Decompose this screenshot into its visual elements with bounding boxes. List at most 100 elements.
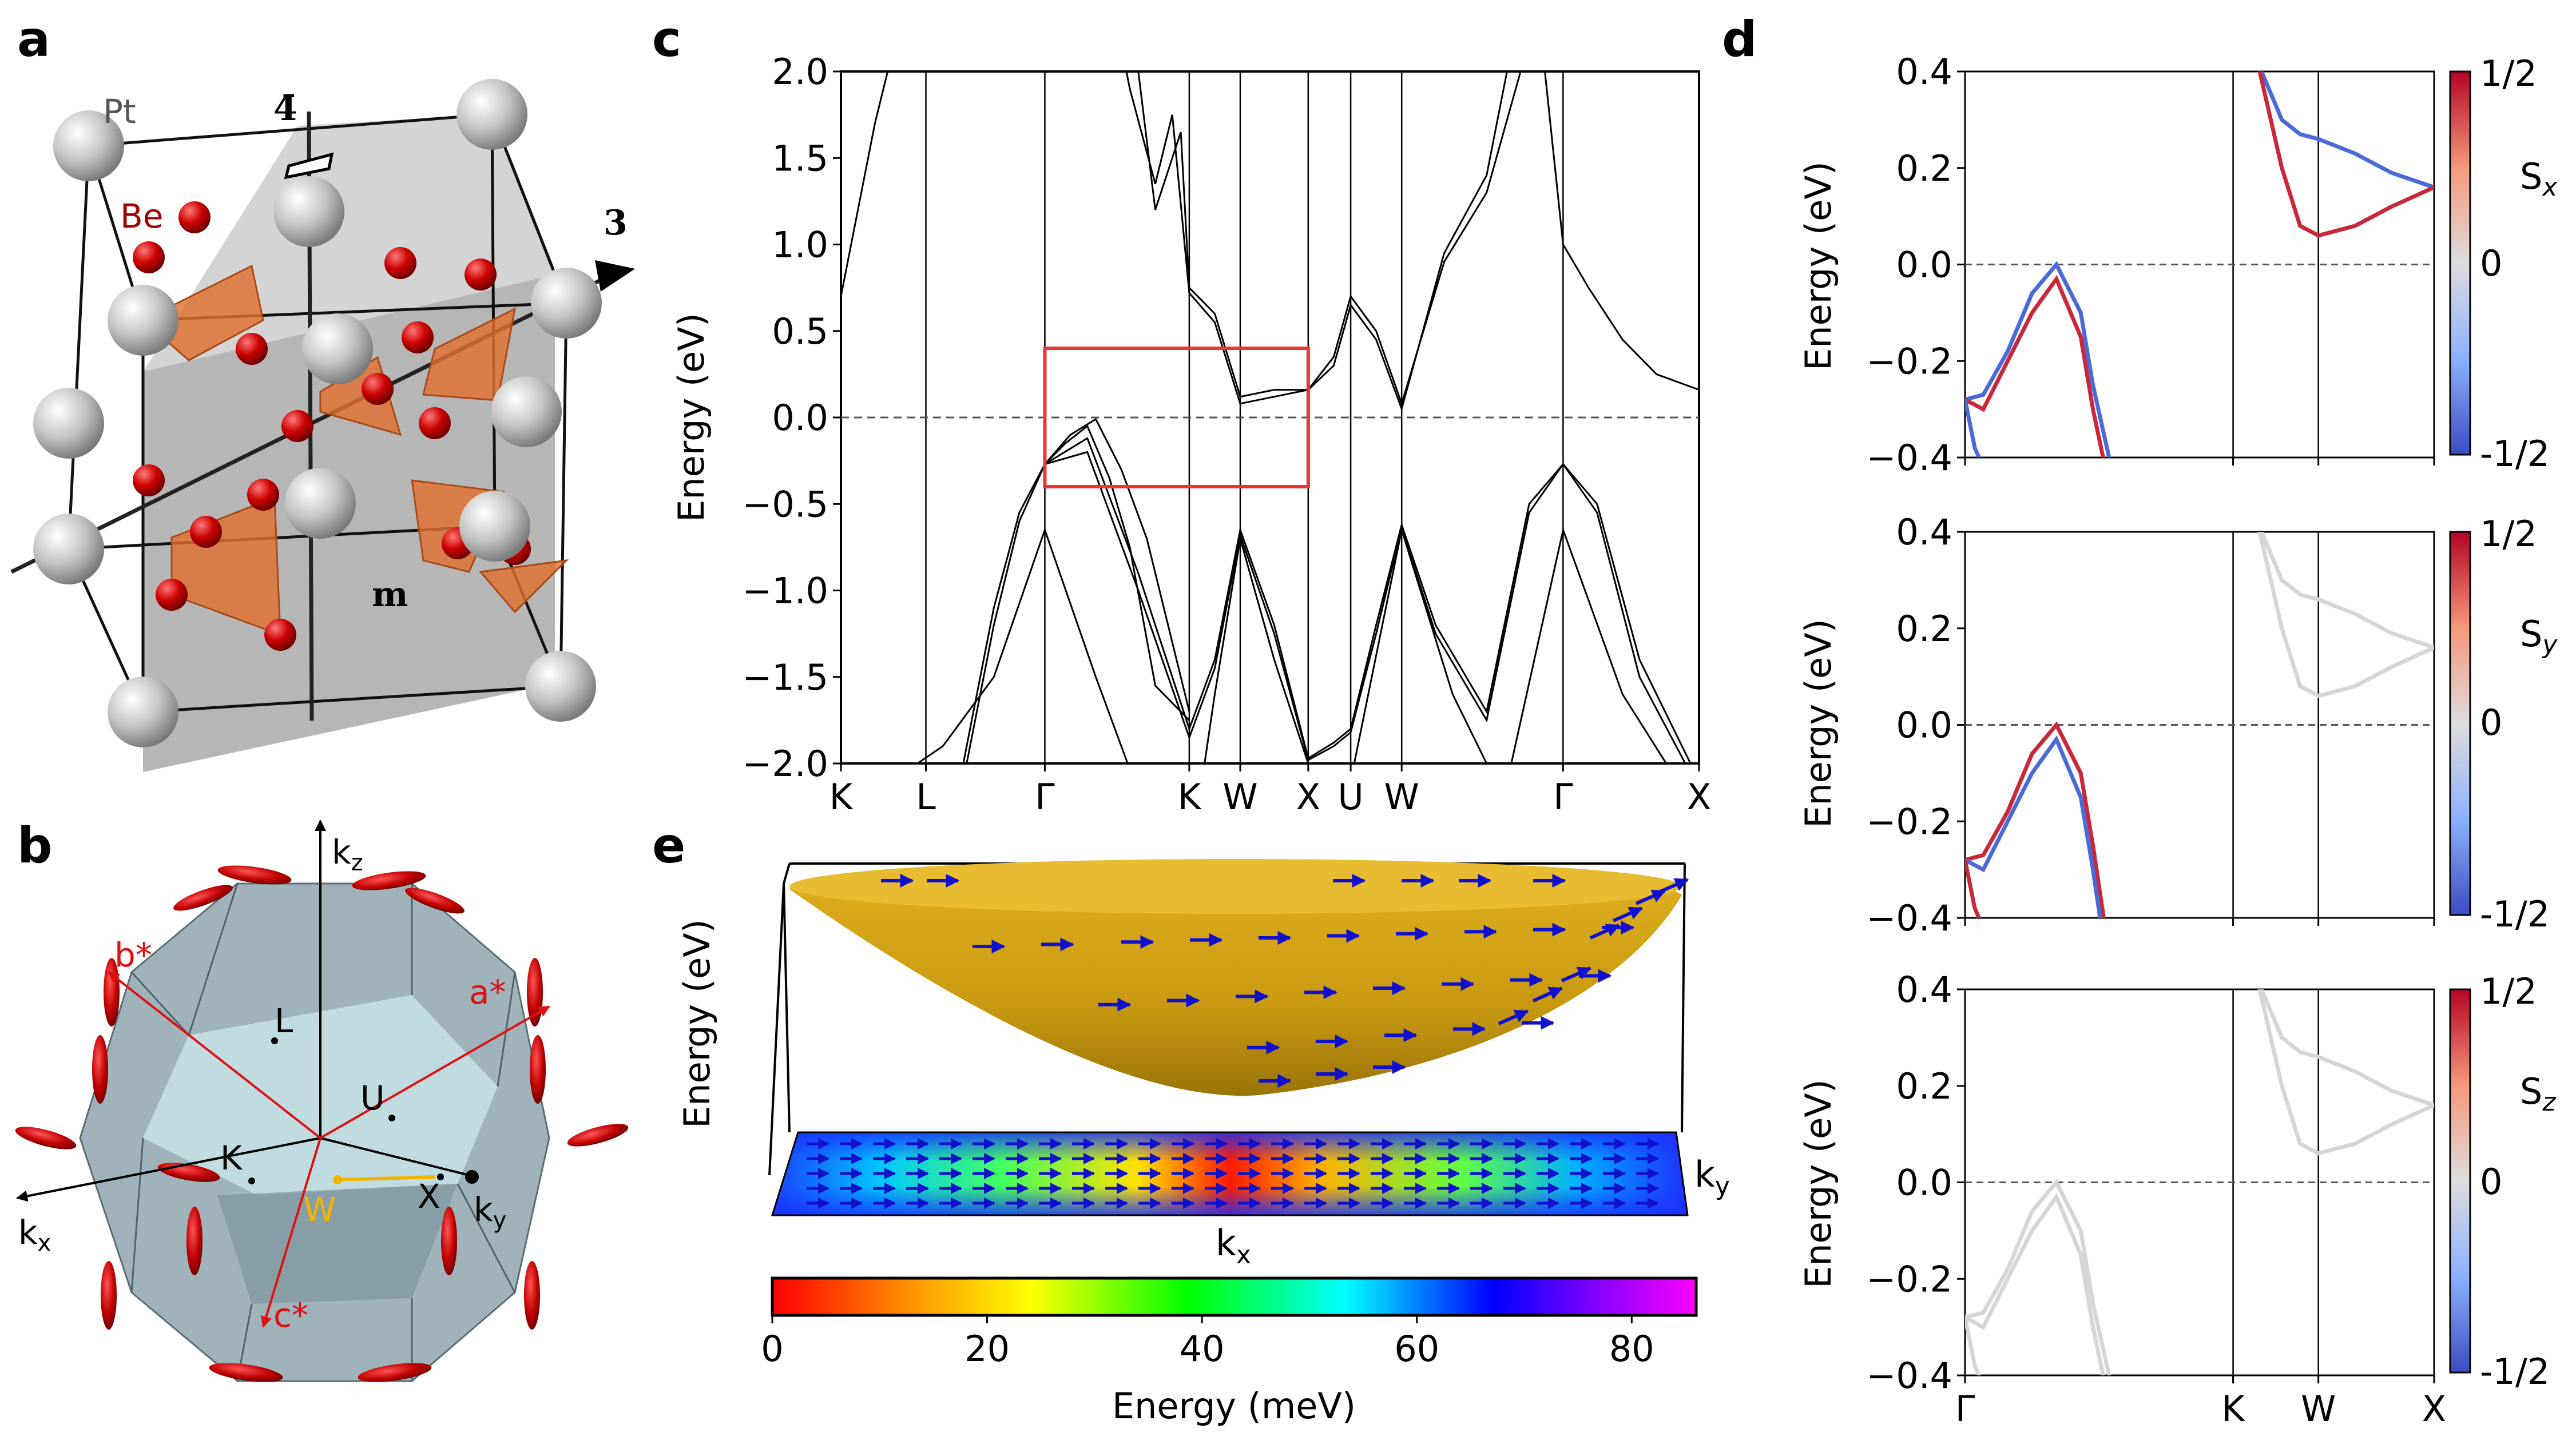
c-xtick-1: L	[916, 776, 936, 818]
panel-label-c: c	[652, 11, 681, 68]
panel-a-crystal-structure: 4̄ 3 m	[10, 79, 635, 772]
panel-e-xlabel: kx	[1216, 1222, 1251, 1270]
c-band3	[916, 527, 1668, 763]
c-band4	[1044, 417, 1190, 712]
panel-label-e: e	[652, 817, 685, 874]
d1-upper-blue	[1965, 735, 2102, 918]
bz-fermi-rods	[15, 865, 629, 1382]
bz-lower-face	[217, 1184, 458, 1304]
c-ytick-2: 1.0	[772, 224, 828, 266]
c-ytick-5: −0.5	[742, 483, 828, 525]
c-xtick-8: Γ	[1553, 776, 1573, 818]
d2-bands	[1965, 989, 2434, 1375]
d2-ytick-0: 0.4	[1896, 969, 1952, 1011]
panel-c-bands	[841, 71, 1699, 763]
d1-cond-a	[2259, 532, 2434, 650]
panel-d-sx: 0.4 0.2 0.0 −0.2 −0.4	[1866, 51, 2435, 479]
cbar-sy-max: 1/2	[2480, 513, 2537, 555]
d2-ytick-3: −0.2	[1866, 1258, 1952, 1300]
panel-e-ylabel: Energy (eV)	[676, 919, 718, 1128]
e-surf-arrow-32	[1589, 924, 1621, 940]
panel-c-yticks: 2.0 1.5 1.0 0.5 0.0 −0.5 −1.0 −1.5 −2.0	[742, 51, 841, 785]
point-k-dot	[248, 1178, 255, 1184]
panel-d-colorbar-ticks: 1/2 0 -1/2 Sx 1/2 0 -1/2 Sy 1/2 0 -1/2 S…	[2480, 53, 2558, 1393]
c-ytick-7: −1.5	[742, 657, 828, 698]
e-surf-arrow-35	[1658, 878, 1689, 894]
cbar-sz-mid: 0	[2480, 1161, 2502, 1203]
panel-d-sy: 0.4 0.2 0.0 −0.2 −0.4	[1866, 511, 2435, 939]
d2-xtick-1: K	[2221, 1388, 2245, 1430]
cbar-sz-label: Sz	[2520, 1071, 2556, 1117]
cbar-sy-mid: 0	[2480, 702, 2502, 743]
ky-dot	[465, 1170, 479, 1184]
d1-bands	[1965, 532, 2434, 918]
e-surf-arrow-33	[1612, 906, 1644, 922]
c-band5	[1044, 424, 1190, 721]
c-xtick-5: X	[1296, 776, 1320, 818]
panel-c-ylabel: Energy (eV)	[670, 313, 712, 522]
panel-e-heatmap-arrows	[807, 1138, 1659, 1209]
cbar-sy-min: -1/2	[2480, 893, 2550, 935]
e-surf-arrow-36	[1498, 1009, 1529, 1025]
cbar-sz-max: 1/2	[2480, 970, 2537, 1012]
a-star-vector	[320, 1005, 550, 1139]
d2-upper-b	[1965, 1192, 2105, 1375]
point-l-dot	[271, 1037, 278, 1044]
panel-d-sx-ylabel: Energy (eV)	[1797, 161, 1839, 371]
c-ytick-3: 0.5	[772, 311, 828, 352]
d2-ytick-4: −0.4	[1866, 1355, 1952, 1397]
panel-b-brillouin-zone: L U K W X kz kx ky b* a* c*	[15, 820, 629, 1382]
panel-e-surface	[789, 864, 1682, 1096]
label-k: K	[220, 1139, 243, 1178]
c-xtick-6: U	[1337, 776, 1363, 818]
cbar-sx-label: Sx	[2520, 156, 2558, 202]
panel-e-surface-rim	[789, 859, 1682, 914]
label-x: X	[418, 1177, 440, 1216]
d0-lower-blue	[1965, 399, 1982, 458]
d2-ytick-2: 0.0	[1896, 1162, 1952, 1204]
cbar-sx-mid: 0	[2480, 242, 2502, 284]
e-cbar-tick-0: 0	[761, 1328, 783, 1370]
c-ytick-6: −1.0	[742, 570, 828, 612]
d2-xtick-0: Γ	[1955, 1388, 1975, 1430]
c-xtick-7: W	[1384, 776, 1419, 818]
label-kx: kx	[18, 1213, 51, 1256]
c-band1	[966, 437, 1692, 763]
c-ytick-0: 2.0	[772, 51, 828, 93]
d0-ytick-3: −0.2	[1866, 340, 1952, 382]
cbar-sz-min: -1/2	[2480, 1351, 2550, 1393]
panel-d-sy-ylabel: Energy (eV)	[1797, 619, 1839, 828]
label-l: L	[275, 1001, 293, 1040]
c-ytick-4: 0.0	[772, 397, 828, 439]
c-xtick-4: W	[1222, 776, 1257, 818]
kx-axis	[16, 1137, 321, 1202]
e-surf-arrow-38	[1561, 966, 1592, 982]
c-ytick-1: 1.5	[772, 137, 828, 179]
point-u-dot	[388, 1115, 395, 1121]
e-cbar-tick-4: 80	[1609, 1328, 1654, 1370]
c-cond2	[1125, 71, 1522, 407]
e-cbar-tick-1: 20	[964, 1328, 1010, 1370]
d1-cond-b	[2257, 532, 2434, 698]
label-u: U	[360, 1079, 384, 1117]
label-b-star: b*	[114, 936, 152, 974]
panel-e-heatmap-frame	[771, 1131, 1689, 1216]
c-xtick-9: X	[1687, 776, 1711, 818]
symbol-mirror: m	[372, 575, 408, 615]
panel-d-sy-colorbar	[2449, 531, 2471, 916]
d0-upper-blue	[1965, 261, 2111, 458]
label-c-star: c*	[273, 1296, 308, 1335]
panel-e-surface-arrows	[881, 874, 1689, 1088]
label-a-star: a*	[469, 973, 506, 1012]
panel-e-side-label: ky	[1694, 1153, 1730, 1201]
e-cbar-tick-3: 60	[1394, 1328, 1439, 1370]
pt-atoms	[33, 79, 602, 747]
label-w: W	[303, 1190, 336, 1229]
d2-cond-a	[2259, 989, 2434, 1107]
d2-cond-b	[2257, 989, 2434, 1156]
rotoinversion-axis-icon	[284, 152, 334, 180]
panel-c-highlight-box	[1043, 347, 1310, 488]
